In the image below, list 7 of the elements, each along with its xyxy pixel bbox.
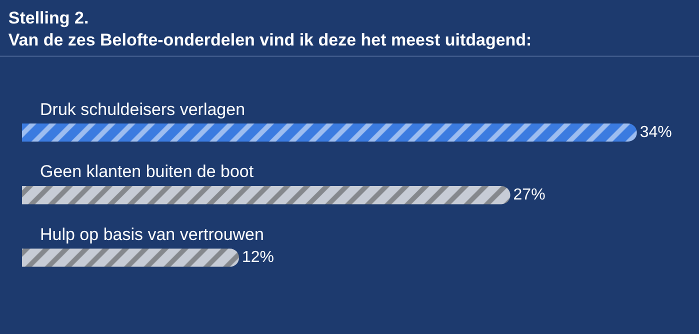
chart-title: Stelling 2. Van de zes Belofte-onderdelen vind ik deze het meest uitdagend:: [8, 8, 532, 50]
data-label: 12%: [242, 249, 274, 266]
y-tick-label: Geen klanten buiten de boot: [40, 162, 254, 181]
data-label: 27%: [513, 186, 546, 204]
y-tick-label: Druk schuldeisers verlagen: [40, 100, 246, 119]
data-label: 34%: [640, 124, 672, 142]
y-tick-label: Hulp op basis van vertrouwen: [40, 225, 264, 244]
